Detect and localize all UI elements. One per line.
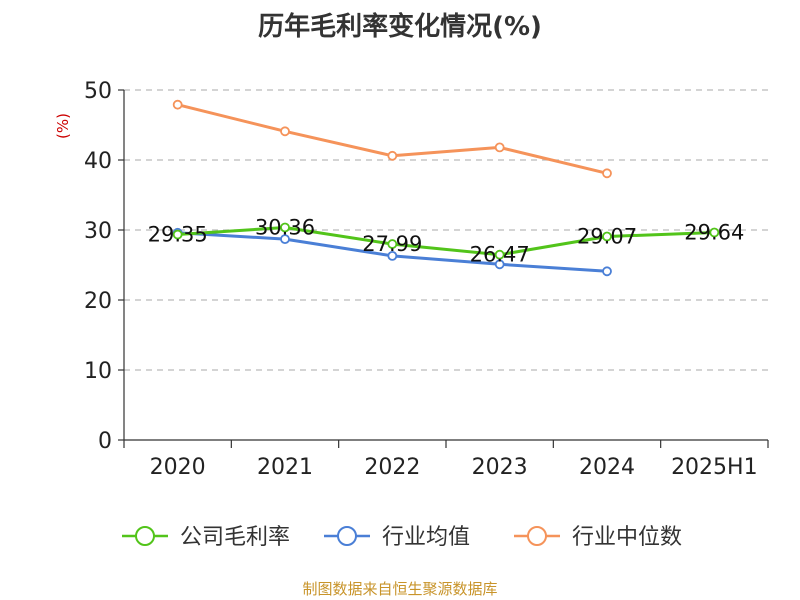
legend-marker bbox=[527, 526, 547, 546]
y-tick-label: 50 bbox=[84, 79, 112, 104]
x-tick-label: 2020 bbox=[150, 455, 206, 480]
data-label: 26.47 bbox=[470, 243, 530, 267]
data-point bbox=[602, 231, 612, 242]
axes: 0 10 20 30 40 50 2020 2021 2022 2023 2024 2025H1 bbox=[84, 79, 769, 480]
data-label: 27.99 bbox=[362, 232, 422, 256]
source-note: 制图数据来自恒生聚源数据库 bbox=[302, 580, 498, 598]
series-lines bbox=[172, 99, 720, 277]
data-point bbox=[387, 150, 398, 161]
legend-marker bbox=[135, 526, 155, 546]
chart-title: 历年毛利率变化情况(%) bbox=[258, 12, 542, 42]
data-point bbox=[494, 142, 505, 153]
data-point bbox=[280, 222, 290, 233]
legend-item: 行业中位数 bbox=[514, 525, 682, 550]
legend-label: 公司毛利率 bbox=[180, 525, 290, 550]
data-point bbox=[709, 227, 720, 238]
x-tick-label: 2021 bbox=[257, 455, 313, 480]
data-point bbox=[494, 259, 505, 270]
data-point bbox=[172, 99, 183, 110]
x-tick-label: 2024 bbox=[579, 455, 635, 480]
x-tick-label: 2022 bbox=[364, 455, 420, 480]
y-tick-label: 30 bbox=[84, 219, 112, 244]
data-label: 29.35 bbox=[148, 223, 208, 247]
legend-item: 行业均值 bbox=[324, 525, 470, 550]
legend: 公司毛利率 行业均值 行业中位数 bbox=[122, 525, 682, 550]
y-tick-label: 20 bbox=[84, 289, 112, 314]
data-point bbox=[494, 249, 505, 260]
x-tick-label: 2025H1 bbox=[671, 455, 758, 480]
data-label: 30.36 bbox=[255, 215, 315, 239]
y-tick-label: 0 bbox=[98, 429, 112, 454]
data-point bbox=[387, 239, 398, 249]
legend-label: 行业中位数 bbox=[572, 525, 682, 550]
data-point bbox=[602, 266, 612, 277]
legend-item: 公司毛利率 bbox=[122, 525, 290, 550]
series-line bbox=[177, 225, 715, 257]
legend-marker bbox=[337, 526, 357, 546]
y-tick-label: 40 bbox=[84, 149, 112, 174]
data-point bbox=[387, 250, 398, 261]
data-point bbox=[280, 126, 290, 137]
data-labels: 29.35 30.36 27.99 26.47 29.07 29.64 bbox=[148, 215, 745, 266]
data-label: 29.07 bbox=[577, 225, 637, 249]
gridlines bbox=[124, 89, 768, 371]
data-point bbox=[280, 234, 290, 245]
legend-label: 行业均值 bbox=[382, 525, 470, 550]
data-point bbox=[602, 168, 612, 179]
data-label: 29.64 bbox=[684, 221, 744, 245]
series-line bbox=[177, 103, 608, 175]
y-tick-label: 10 bbox=[84, 359, 112, 384]
data-point bbox=[172, 229, 183, 240]
x-tick-label: 2023 bbox=[472, 455, 528, 480]
y-axis-unit-label: (%) bbox=[54, 113, 72, 139]
